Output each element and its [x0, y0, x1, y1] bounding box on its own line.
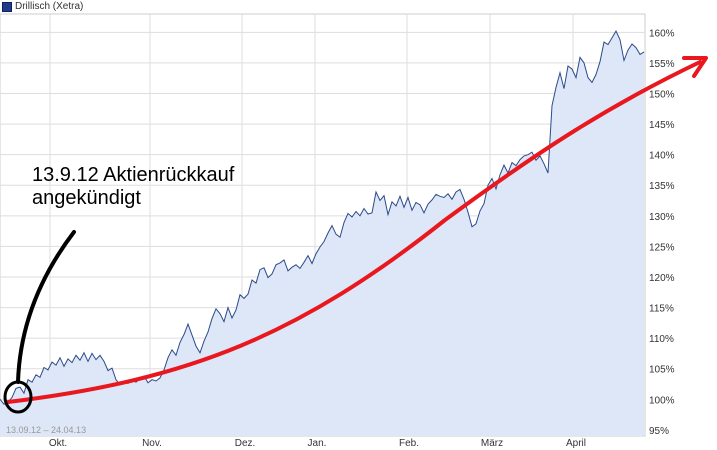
- x-tick-label: Okt.: [49, 438, 67, 449]
- x-tick-label: März: [481, 438, 503, 449]
- y-tick-label: 105%: [649, 365, 675, 376]
- legend-swatch: [2, 1, 12, 12]
- x-tick-label: Dez.: [235, 438, 256, 449]
- annotation-pointer: [16, 230, 76, 384]
- y-tick-label: 145%: [649, 120, 675, 131]
- chart-legend: Drillisch (Xetra): [2, 1, 83, 12]
- price-area: [0, 31, 644, 436]
- y-tick-label: 155%: [649, 59, 675, 70]
- y-tick-label: 140%: [649, 151, 675, 162]
- y-tick-label: 100%: [649, 395, 675, 406]
- x-tick-label: Feb.: [399, 438, 419, 449]
- y-tick-label: 160%: [649, 28, 675, 39]
- y-tick-label: 120%: [649, 273, 675, 284]
- annotation-line-1: 13.9.12 Aktienrückkauf: [32, 164, 235, 186]
- annotation-circle: [3, 380, 33, 414]
- x-tick-label: Jan.: [308, 438, 327, 449]
- trend-arrow-head: [682, 56, 708, 78]
- y-tick-label: 135%: [649, 181, 675, 192]
- price-line: [0, 30, 645, 405]
- annotation-text: 13.9.12 Aktienrückkauf angekündigt: [32, 164, 234, 210]
- x-tick-label: April: [566, 438, 586, 449]
- x-tick-label: Nov.: [142, 438, 162, 449]
- trend-arrow-line: [6, 60, 702, 404]
- y-tick-label: 110%: [649, 334, 674, 345]
- y-tick-label: 125%: [649, 242, 675, 253]
- chart-title: Drillisch (Xetra): [15, 1, 84, 12]
- y-tick-label: 115%: [649, 304, 674, 315]
- y-tick-label: 95%: [649, 426, 669, 437]
- annotation-line-2: angekündigt: [32, 187, 141, 209]
- y-tick-label: 130%: [649, 212, 675, 223]
- date-range: 13.09.12 – 24.04.13: [6, 425, 87, 435]
- y-tick-label: 150%: [649, 90, 675, 101]
